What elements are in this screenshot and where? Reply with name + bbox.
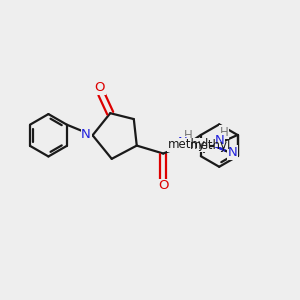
Text: N: N [227, 146, 237, 159]
Text: N: N [214, 134, 224, 147]
Text: H: H [220, 125, 229, 139]
Text: N: N [178, 136, 188, 149]
Text: methyl: methyl [190, 139, 231, 152]
Text: N: N [81, 128, 91, 141]
Text: methyl: methyl [168, 139, 209, 152]
Text: O: O [95, 81, 105, 94]
Text: H: H [184, 129, 193, 142]
Text: O: O [158, 179, 169, 192]
